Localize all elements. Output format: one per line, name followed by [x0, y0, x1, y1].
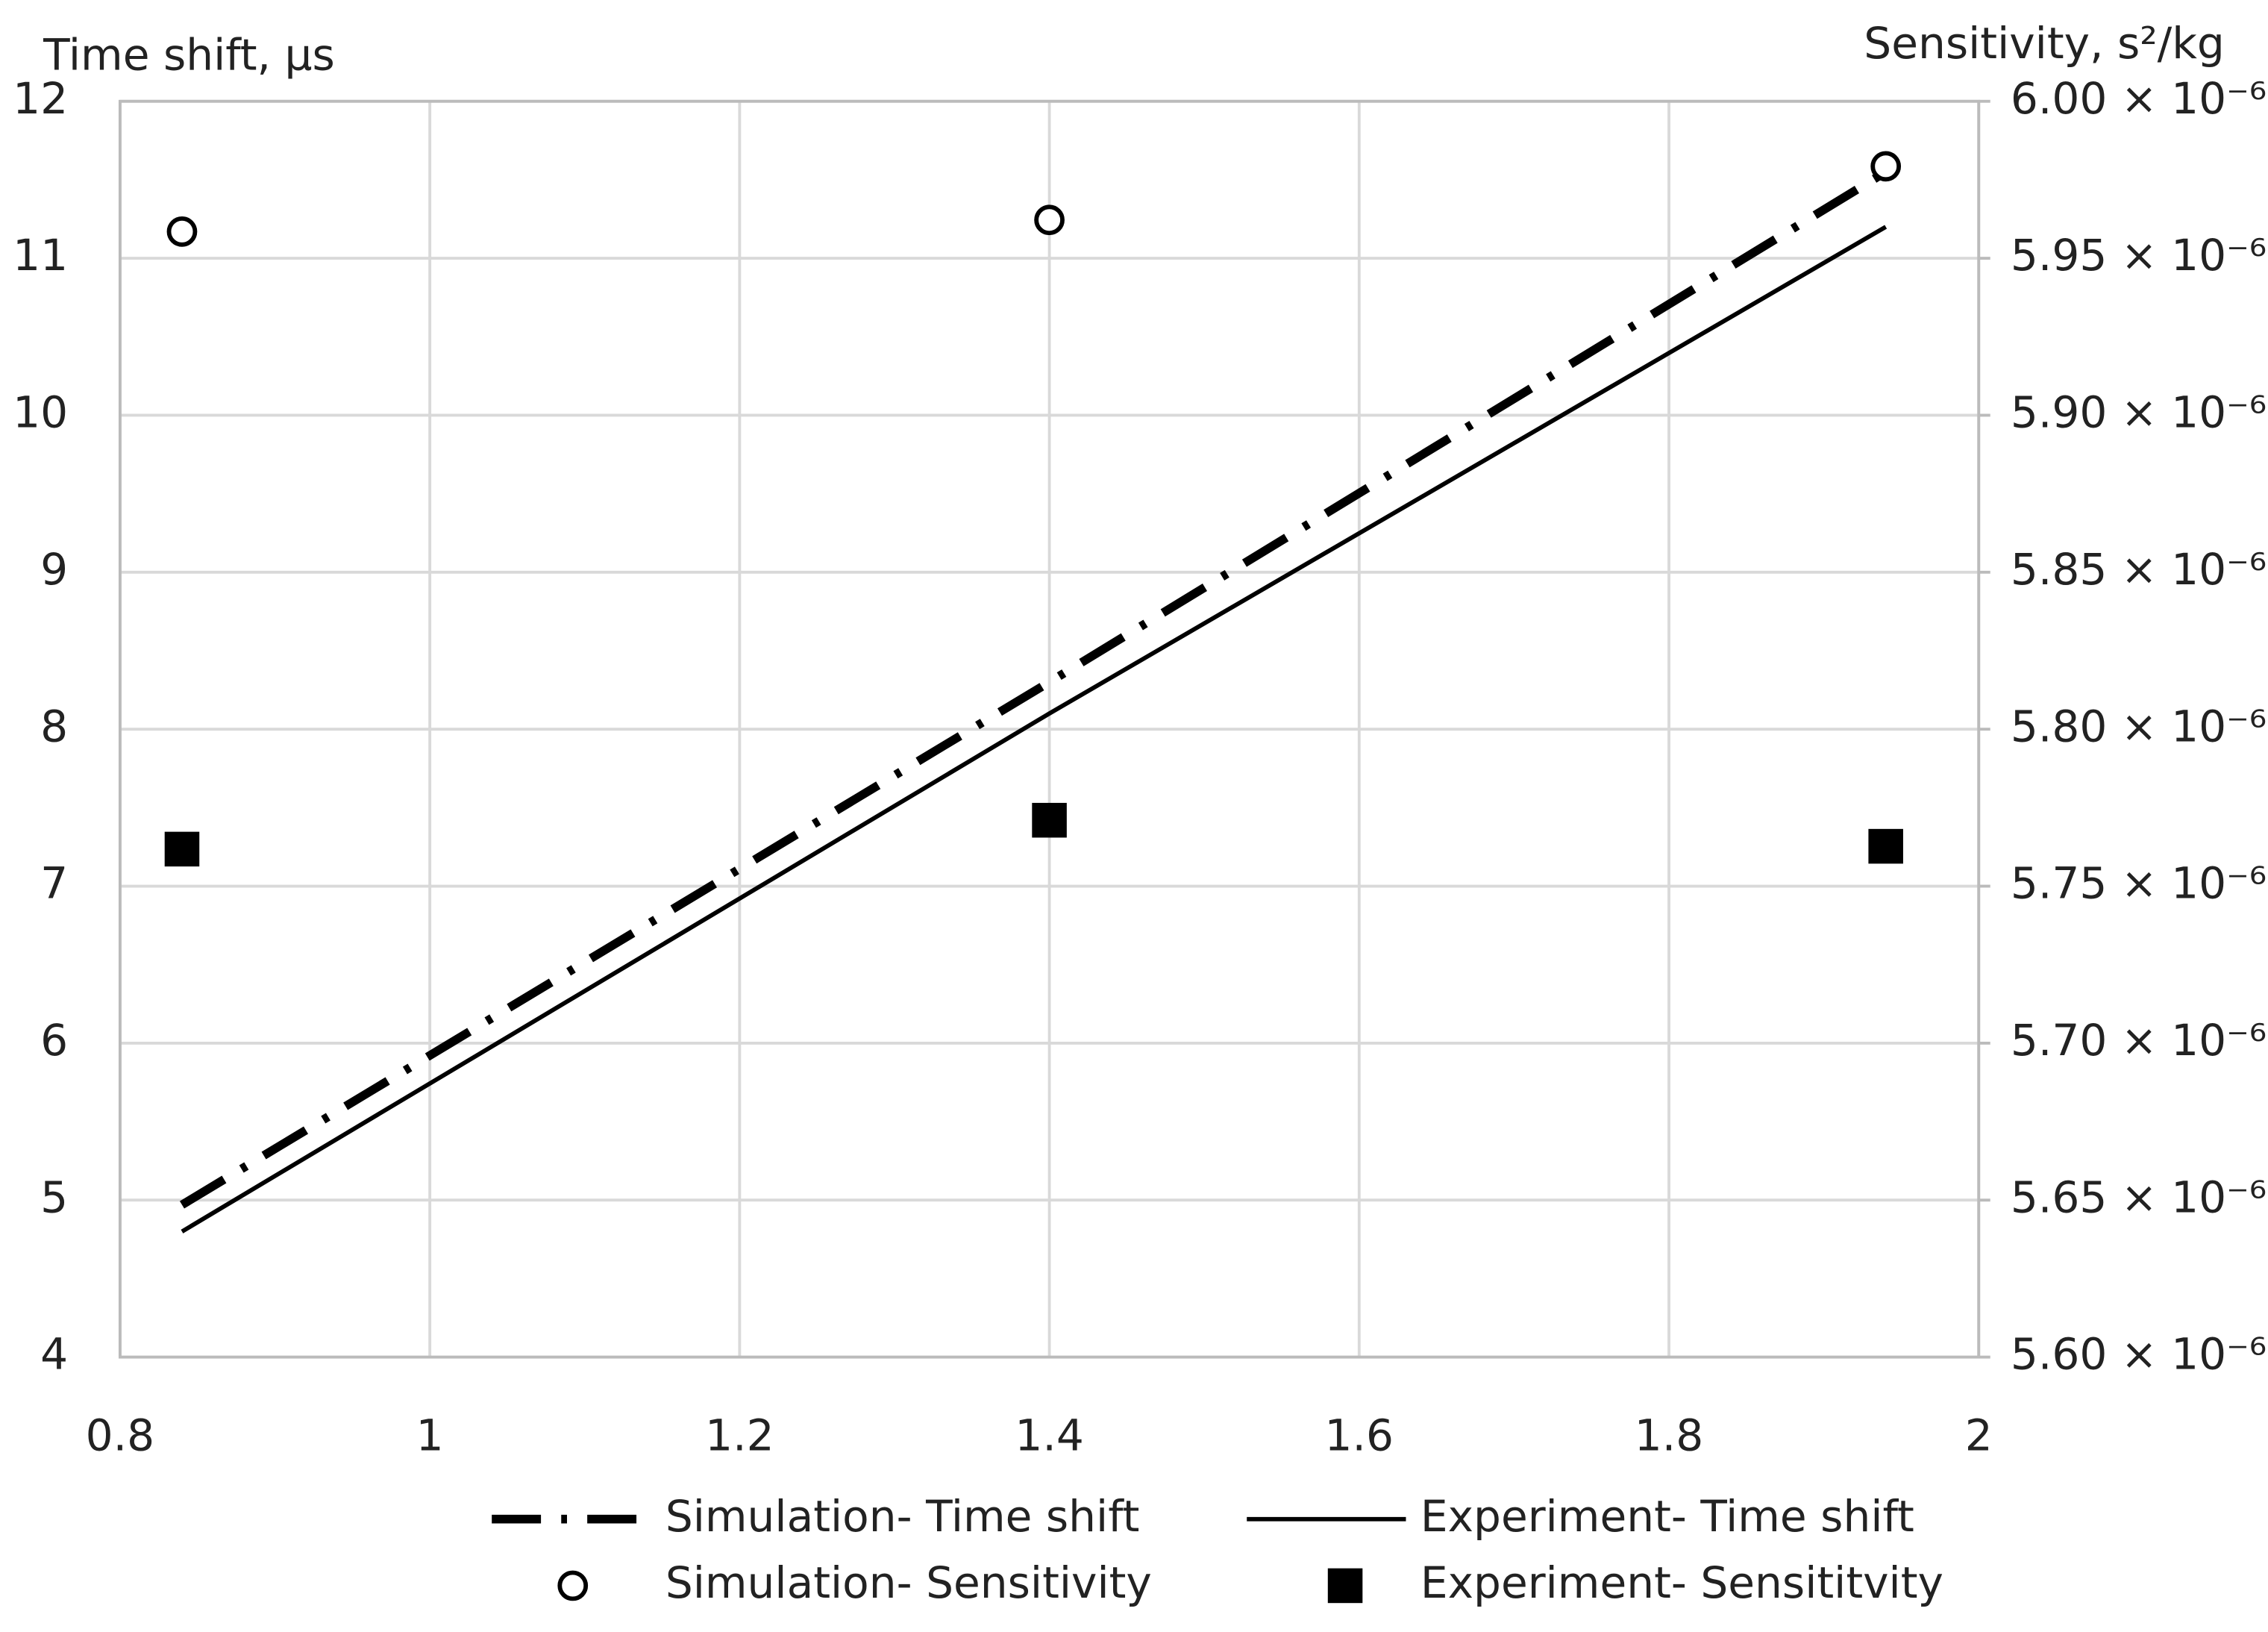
y2-tick-label: 5.95 × 10⁻⁶: [2011, 230, 2267, 281]
y-tick-label: 4: [40, 1329, 68, 1380]
y-tick-label: 7: [40, 858, 68, 909]
marker: [1868, 828, 1903, 864]
y2-axis-label: Sensitivity, s²/kg: [1864, 18, 2225, 69]
marker: [1870, 151, 1902, 182]
y-tick-label: 12: [13, 73, 68, 124]
y-tick-label: 10: [13, 387, 68, 438]
y-axis-label: Time shift, μs: [43, 30, 335, 81]
y2-tick-label: 5.70 × 10⁻⁶: [2011, 1015, 2267, 1066]
marker: [1032, 802, 1067, 838]
series-line: [181, 225, 1888, 1234]
y2-tick-label: 5.90 × 10⁻⁶: [2011, 387, 2267, 438]
marker: [164, 831, 200, 867]
y-tick-label: 9: [40, 544, 68, 595]
y-tick-label: 5: [40, 1172, 68, 1222]
y2-tick-label: 6.00 × 10⁻⁶: [2011, 73, 2267, 124]
marker: [166, 216, 198, 247]
x-tick-label: 1.8: [1635, 1410, 1704, 1460]
y2-tick-label: 5.80 × 10⁻⁶: [2011, 701, 2267, 751]
plot-frame: [118, 99, 1981, 1359]
marker: [1034, 204, 1065, 236]
y-tick-label: 11: [13, 230, 68, 281]
legend-label: Experiment- Sensititvity: [1420, 1557, 1943, 1608]
legend-label: Experiment- Time shift: [1420, 1491, 1914, 1542]
y2-tick-label: 5.65 × 10⁻⁶: [2011, 1172, 2267, 1222]
y-tick-label: 6: [40, 1015, 68, 1066]
x-tick-label: 1.2: [705, 1410, 774, 1460]
y2-tick-label: 5.75 × 10⁻⁶: [2011, 858, 2267, 909]
legend-label: Simulation- Sensitivity: [665, 1557, 1152, 1608]
y2-tick-label: 5.60 × 10⁻⁶: [2011, 1329, 2267, 1380]
x-tick-label: 1.4: [1015, 1410, 1084, 1460]
x-tick-label: 2: [1965, 1410, 1993, 1460]
x-tick-label: 1.6: [1325, 1410, 1394, 1460]
x-tick-label: 1: [416, 1410, 444, 1460]
y-tick-label: 8: [40, 701, 68, 751]
series-line: [179, 168, 1888, 1209]
y2-tick-label: 5.85 × 10⁻⁶: [2011, 544, 2267, 595]
legend-marker: [557, 1570, 589, 1601]
x-tick-label: 0.8: [86, 1410, 154, 1460]
legend-label: Simulation- Time shift: [665, 1491, 1140, 1542]
legend-marker: [1327, 1568, 1363, 1604]
